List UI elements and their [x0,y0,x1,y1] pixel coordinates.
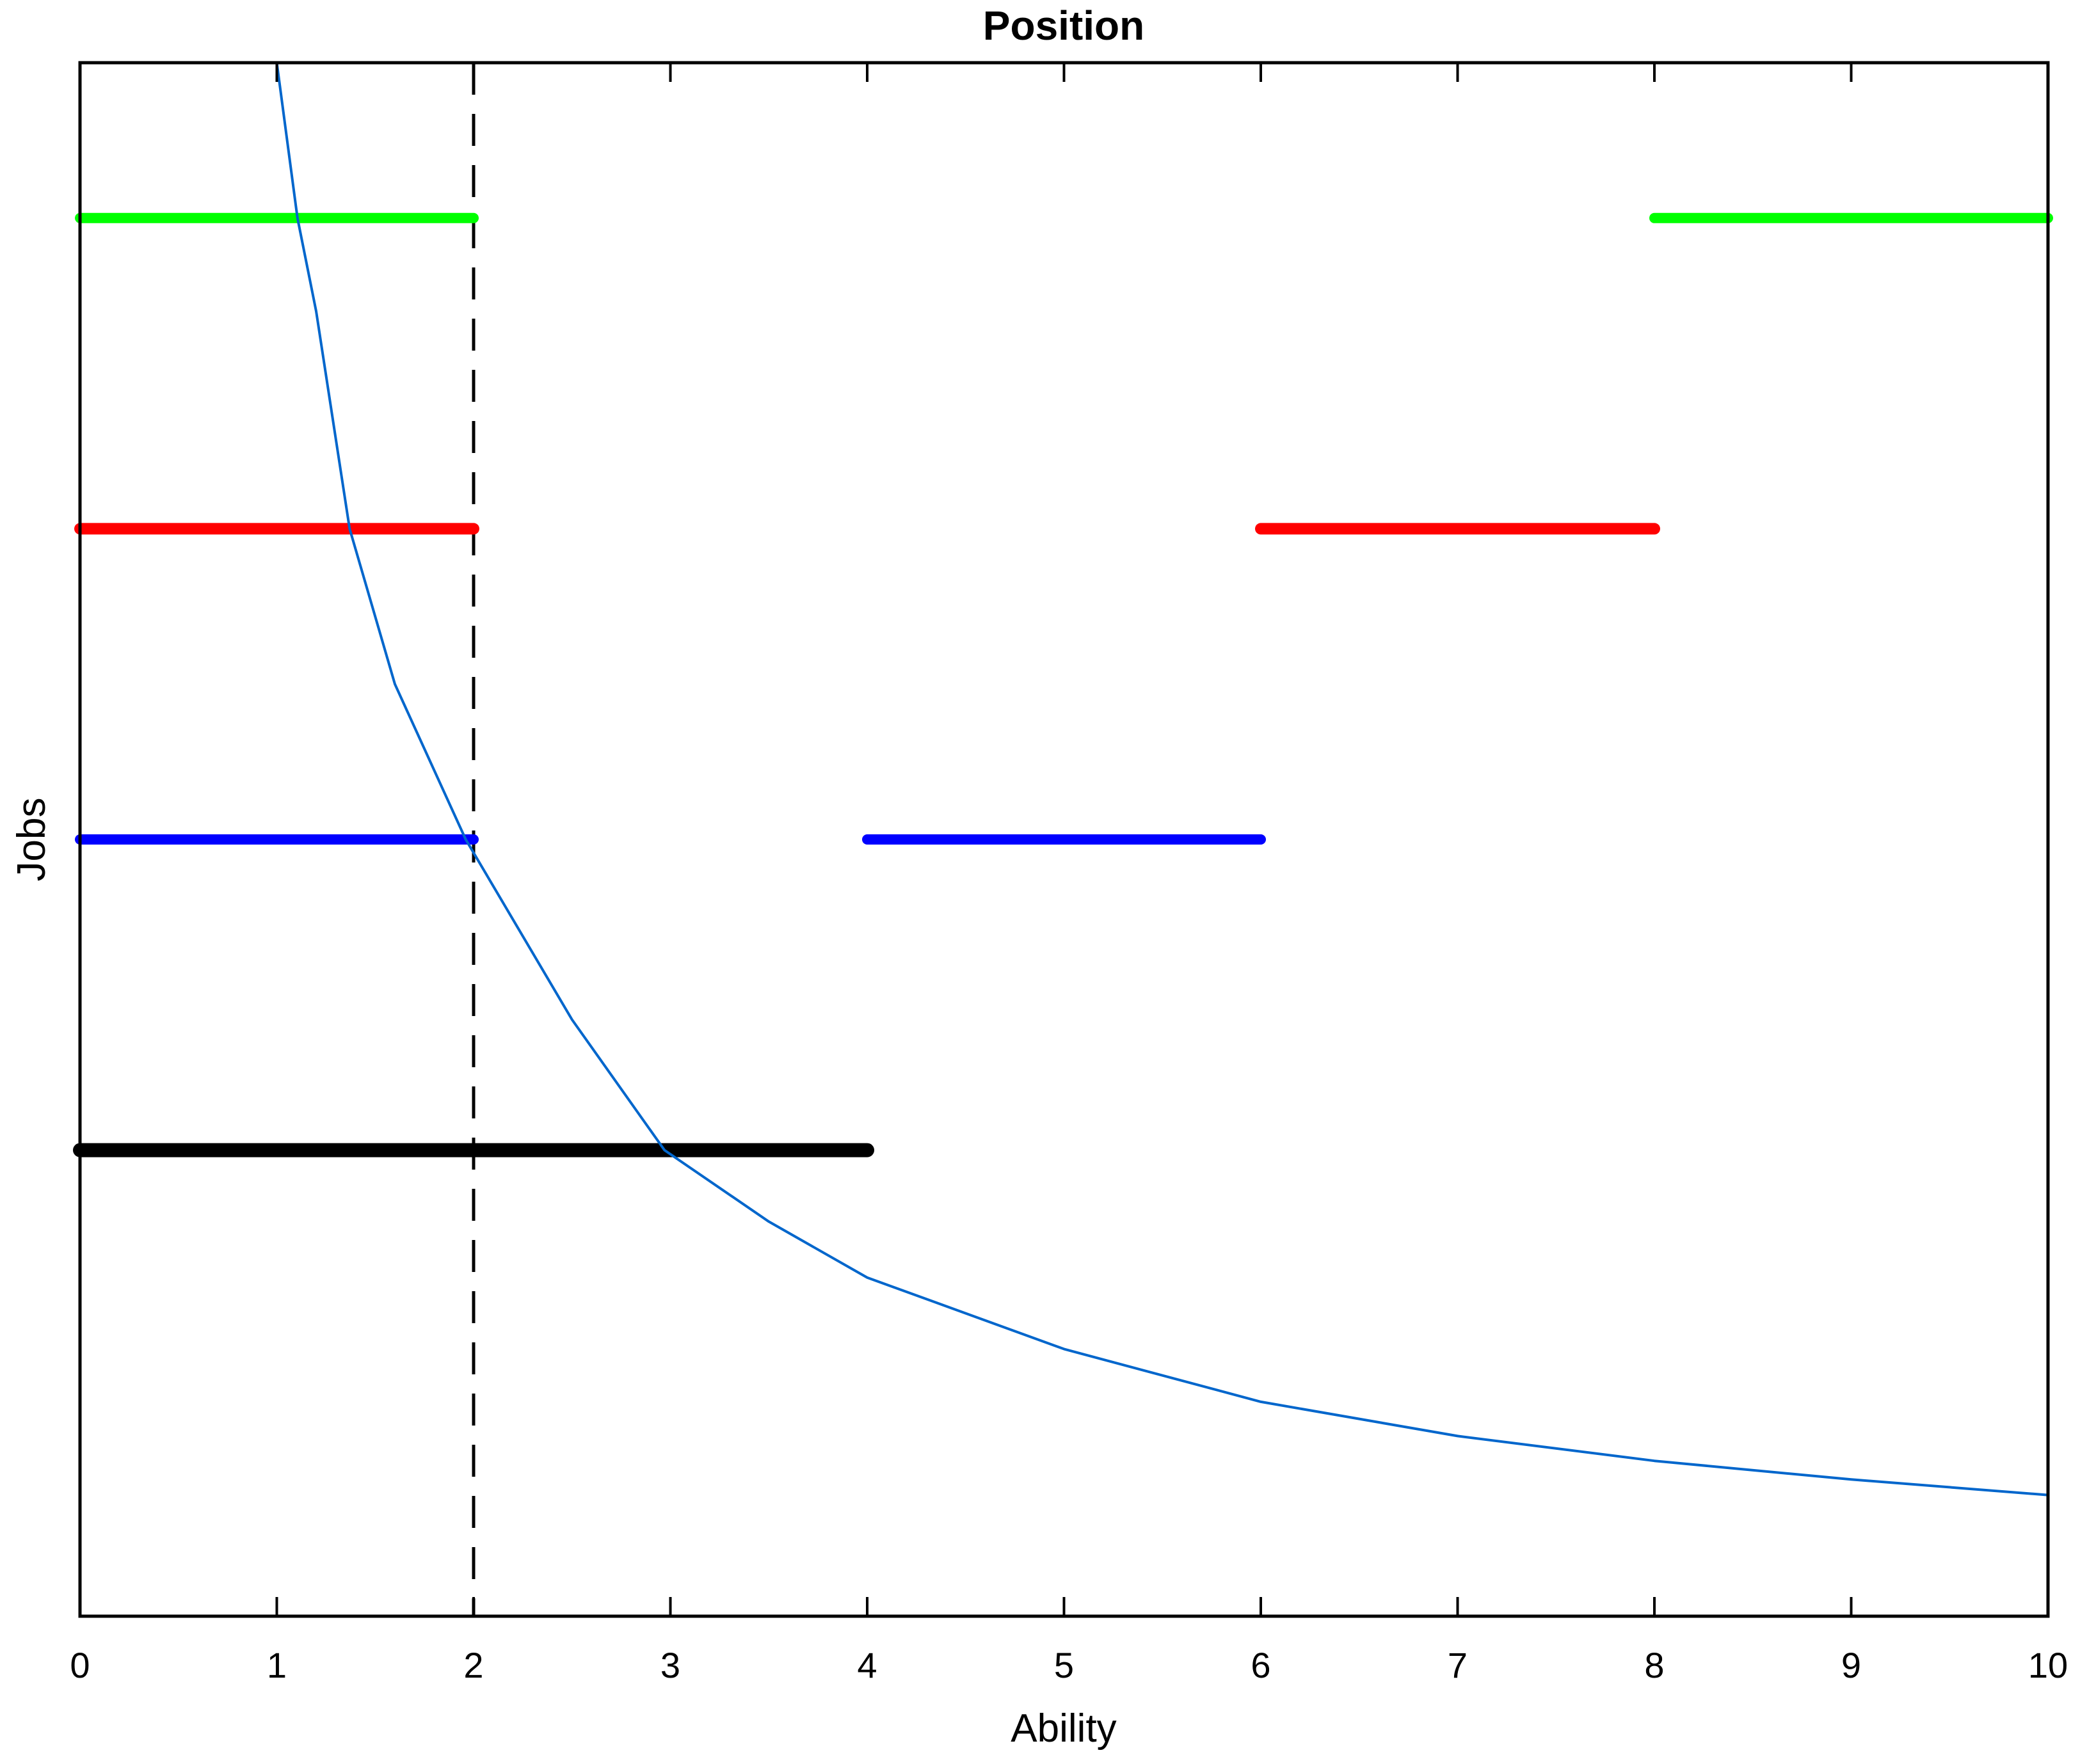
x-tick-label: 8 [1644,1645,1664,1685]
chart-title: Position [983,3,1144,49]
x-axis-label: Ability [1011,1706,1116,1751]
x-tick-label: 5 [1054,1645,1074,1685]
x-tick-label: 10 [2028,1645,2068,1685]
x-axis-ticks: 0 1 2 3 4 5 6 7 8 9 10 [70,63,2068,1685]
curve-line [275,62,2049,1497]
plot-content [73,62,2053,1616]
x-tick-label: 6 [1251,1645,1270,1685]
x-tick-label: 0 [70,1645,90,1685]
x-tick-label: 7 [1448,1645,1468,1685]
x-tick-label: 2 [463,1645,483,1685]
x-tick-label: 3 [660,1645,680,1685]
x-tick-label: 9 [1841,1645,1861,1685]
x-tick-label: 1 [267,1645,287,1685]
x-tick-label: 4 [857,1645,877,1685]
y-axis-label: Jobs [10,798,54,882]
